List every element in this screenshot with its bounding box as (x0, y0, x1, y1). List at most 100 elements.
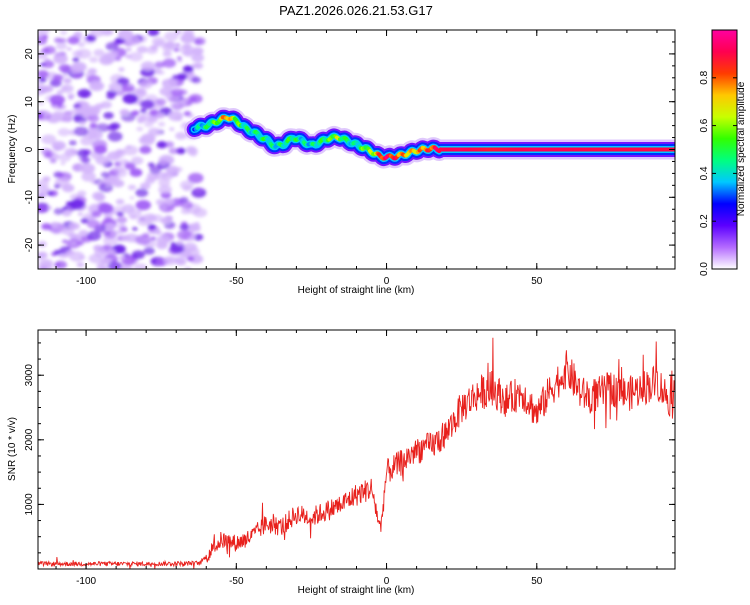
noise-blob (158, 185, 172, 194)
noise-blob (140, 109, 146, 113)
noise-blob (156, 113, 165, 119)
noise-blob (115, 57, 121, 61)
y-tick-label: 1000 (24, 493, 35, 516)
noise-blob (116, 149, 124, 154)
noise-blob (132, 250, 145, 259)
noise-blob (68, 233, 75, 238)
noise-blob (92, 140, 107, 150)
noise-blob (72, 57, 79, 62)
colorbar-tick-label: 0.2 (699, 214, 710, 228)
colorbar-tick-label: 0.0 (699, 262, 710, 276)
noise-blob (176, 240, 183, 245)
noise-blob (188, 236, 195, 241)
noise-blob (128, 83, 134, 87)
x-tick-label: -100 (76, 276, 96, 287)
noise-blob (158, 122, 165, 127)
noise-blob (156, 199, 166, 206)
noise-blob (79, 121, 86, 126)
noise-blob (154, 61, 164, 68)
noise-blob (80, 163, 95, 173)
noise-blob (69, 223, 80, 230)
noise-blob (63, 86, 69, 90)
noise-blob (165, 141, 174, 147)
noise-blob (38, 27, 50, 35)
noise-blob (126, 145, 131, 148)
noise-blob (65, 114, 70, 117)
noise-blob (130, 196, 135, 199)
noise-blob (156, 242, 168, 250)
noise-blob (173, 256, 183, 262)
noise-blob (74, 126, 89, 136)
noise-blob (59, 64, 71, 72)
noise-blob (63, 78, 72, 84)
colorbar-ramp (712, 30, 737, 269)
noise-blob (130, 168, 143, 176)
noise-blob (175, 116, 182, 121)
noise-blob (131, 110, 139, 115)
noise-blob (58, 153, 71, 161)
noise-blob (173, 75, 179, 79)
noise-blob (118, 255, 125, 260)
noise-blob (148, 224, 156, 230)
noise-blob (78, 212, 83, 215)
noise-blob (39, 102, 44, 105)
noise-blob (104, 217, 113, 223)
noise-blob (88, 68, 97, 74)
noise-blob (85, 106, 100, 116)
noise-blob (135, 189, 148, 198)
noise-blob (93, 49, 104, 56)
figure-title: PAZ1.2026.026.21.53.G17 (279, 3, 433, 18)
x-tick-label: 50 (531, 276, 543, 287)
noise-blob (173, 48, 179, 52)
snr-y-axis-label: SNR (10 * v/v) (7, 417, 18, 481)
noise-blob (72, 241, 77, 244)
noise-blob (126, 36, 141, 46)
noise-blob (52, 224, 67, 234)
y-tick-label: 20 (24, 48, 35, 60)
noise-blob (121, 235, 131, 241)
noise-blob (162, 59, 176, 68)
y-tick-label: -10 (24, 190, 35, 205)
noise-blob (59, 38, 66, 43)
noise-blob (94, 194, 105, 201)
x-tick-label: -100 (76, 576, 96, 587)
noise-blob (137, 116, 147, 123)
noise-blob (145, 177, 155, 184)
noise-blob (77, 149, 89, 157)
noise-blob (56, 42, 67, 49)
noise-blob (74, 32, 82, 38)
noise-blob (89, 57, 98, 63)
noise-blob (53, 105, 59, 109)
noise-blob (132, 227, 138, 231)
spectrogram-y-axis-label: Frequency (Hz) (7, 115, 18, 184)
noise-blob (68, 36, 80, 44)
noise-blob (94, 248, 108, 257)
noise-blob (61, 162, 66, 165)
noise-blob (87, 220, 100, 229)
spectrogram-x-axis-label: Height of straight line (km) (298, 285, 415, 296)
noise-blob (87, 231, 101, 241)
noise-blob (88, 130, 103, 140)
noise-blob (54, 208, 64, 215)
noise-blob (106, 94, 115, 100)
noise-blob (141, 61, 155, 71)
noise-blob (164, 198, 175, 205)
noise-blob (169, 127, 174, 130)
noise-blob (141, 213, 156, 223)
noise-blob (89, 123, 97, 128)
y-tick-label: 3000 (24, 364, 35, 387)
noise-blob (183, 65, 194, 72)
noise-blob (181, 208, 190, 214)
noise-blob (128, 185, 136, 191)
noise-blob (151, 237, 156, 241)
noise-blob (137, 46, 148, 53)
noise-blob (101, 172, 110, 178)
noise-blob (117, 212, 124, 216)
noise-blob (103, 52, 118, 62)
noise-blob (170, 242, 175, 245)
noise-blob (63, 74, 68, 77)
noise-blob (139, 80, 152, 89)
